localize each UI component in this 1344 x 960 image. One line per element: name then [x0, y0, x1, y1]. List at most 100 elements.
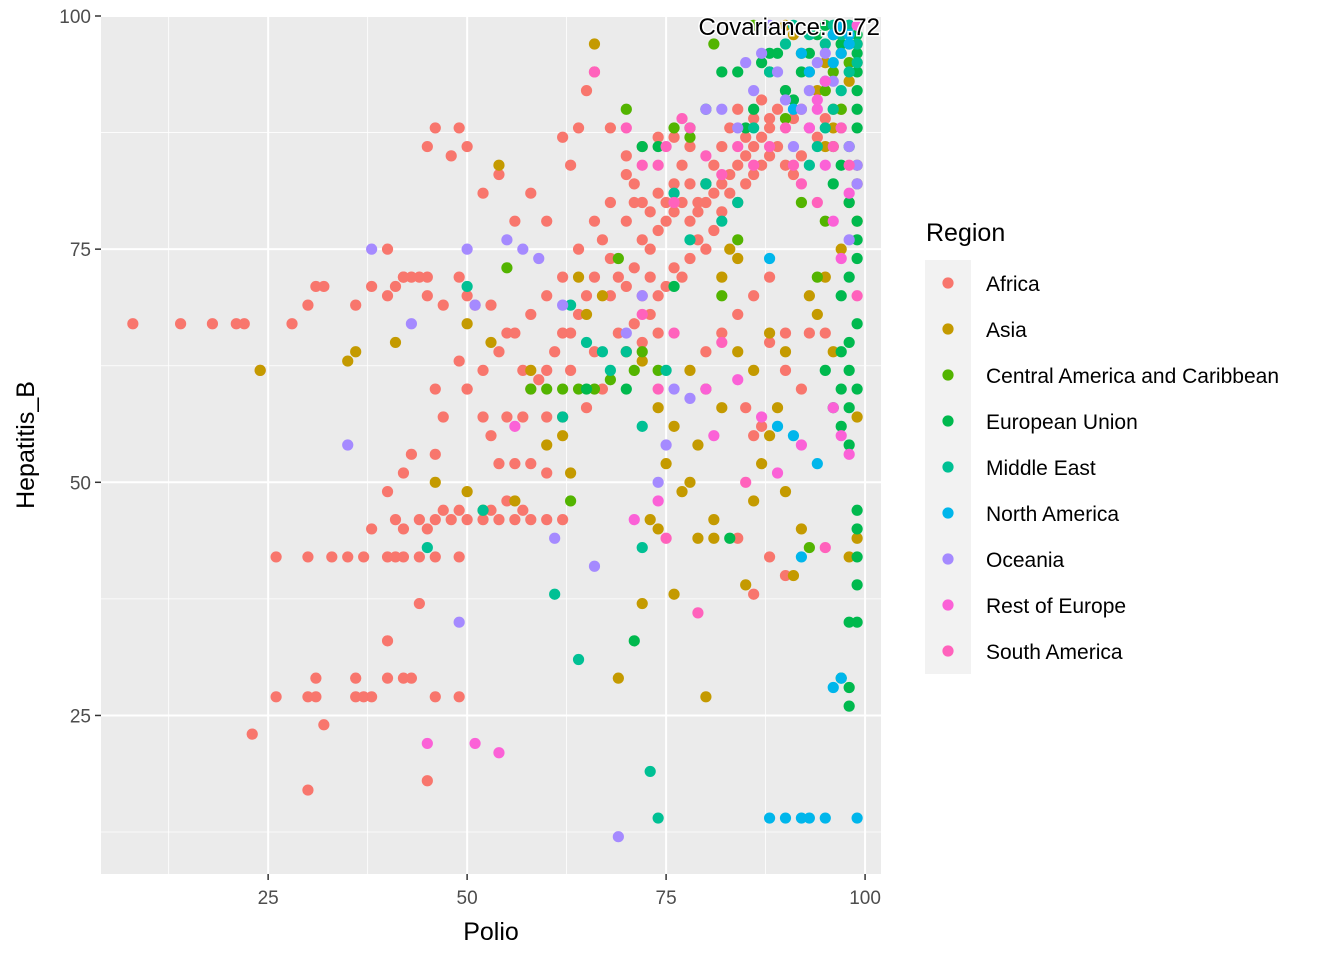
point-africa — [381, 672, 394, 684]
point-asia — [684, 476, 696, 488]
point-european-union — [732, 66, 744, 78]
point-africa — [628, 178, 640, 190]
point-middle-east — [819, 122, 831, 134]
point-africa — [724, 122, 736, 134]
legend-key-rest-of-europe — [942, 599, 954, 611]
point-south-america — [835, 122, 847, 134]
point-africa — [429, 122, 441, 134]
point-oceania — [756, 47, 768, 59]
point-africa — [716, 206, 728, 218]
point-european-union — [851, 579, 863, 591]
point-european-union — [843, 439, 855, 451]
point-asia — [771, 402, 784, 414]
point-africa — [684, 178, 696, 190]
point-north-america — [763, 252, 776, 265]
point-central-america-and-caribbean — [588, 383, 601, 395]
point-south-america — [819, 541, 831, 554]
point-africa — [477, 364, 489, 376]
point-africa — [541, 290, 553, 302]
point-oceania — [779, 94, 792, 106]
point-africa — [557, 271, 569, 283]
point-africa — [740, 402, 752, 414]
legend-label-north-america: North America — [986, 503, 1119, 526]
legend-label-oceania: Oceania — [986, 549, 1065, 572]
point-africa — [429, 383, 441, 395]
point-africa — [756, 159, 768, 171]
point-africa — [748, 588, 760, 600]
point-africa — [763, 336, 776, 349]
point-rest-of-europe — [628, 514, 640, 526]
point-asia — [636, 597, 648, 610]
point-asia — [819, 271, 831, 283]
legend-label-south-america: South America — [986, 641, 1123, 664]
point-asia — [851, 532, 863, 544]
point-rest-of-europe — [732, 374, 744, 386]
point-north-america — [787, 430, 800, 442]
point-africa — [437, 504, 449, 516]
point-africa — [453, 551, 465, 563]
point-africa — [413, 271, 425, 283]
point-africa — [668, 131, 680, 143]
point-rest-of-europe — [652, 495, 664, 507]
point-oceania — [803, 85, 815, 97]
point-africa — [684, 140, 696, 153]
point-asia — [779, 19, 792, 31]
legend-label-central-america-and-caribbean: Central America and Caribbean — [986, 365, 1279, 388]
point-africa — [652, 131, 664, 143]
point-africa — [628, 196, 640, 209]
point-africa — [636, 234, 648, 246]
point-south-america — [851, 290, 863, 302]
point-oceania — [684, 392, 696, 404]
point-africa — [644, 206, 656, 218]
point-asia — [716, 402, 728, 414]
point-central-america-and-caribbean — [819, 85, 831, 97]
point-asia — [779, 346, 792, 358]
point-south-america — [795, 178, 808, 190]
point-africa — [636, 336, 648, 349]
point-european-union — [851, 85, 863, 97]
point-africa — [366, 691, 378, 703]
point-oceania — [851, 178, 863, 190]
point-asia — [851, 411, 863, 423]
point-european-union — [827, 178, 839, 190]
point-africa — [366, 523, 378, 535]
point-european-union — [835, 346, 847, 358]
point-africa — [604, 196, 616, 209]
point-africa — [787, 112, 800, 125]
point-africa — [660, 196, 672, 209]
point-asia — [740, 579, 752, 591]
point-africa — [636, 196, 648, 209]
point-africa — [397, 523, 410, 535]
legend-key-central-america-and-caribbean — [942, 369, 954, 381]
point-central-america-and-caribbean — [732, 234, 744, 246]
point-asia — [612, 672, 624, 684]
point-rest-of-europe — [843, 187, 855, 199]
point-africa — [692, 206, 704, 218]
point-central-america-and-caribbean — [684, 131, 696, 143]
point-africa — [564, 364, 577, 376]
point-africa — [461, 514, 473, 526]
legend-key-european-union — [942, 415, 954, 427]
point-asia — [557, 430, 569, 442]
point-africa — [437, 411, 449, 423]
point-asia — [716, 271, 728, 283]
point-rest-of-europe — [819, 75, 831, 87]
point-africa — [413, 551, 425, 563]
point-european-union — [851, 616, 863, 628]
point-africa — [779, 327, 792, 339]
point-rest-of-europe — [771, 467, 784, 479]
point-middle-east — [461, 280, 473, 293]
point-africa — [421, 271, 433, 283]
point-central-america-and-caribbean — [819, 215, 831, 227]
point-central-america-and-caribbean — [557, 383, 569, 395]
point-european-union — [851, 383, 863, 395]
point-european-union — [851, 215, 863, 227]
point-european-union — [819, 364, 831, 376]
point-africa — [779, 159, 792, 171]
point-european-union — [835, 159, 847, 171]
point-africa — [588, 346, 601, 358]
point-oceania — [461, 243, 473, 255]
point-south-america — [748, 159, 760, 171]
x-axis-title: Polio — [463, 918, 519, 946]
point-central-america-and-caribbean — [652, 364, 664, 376]
